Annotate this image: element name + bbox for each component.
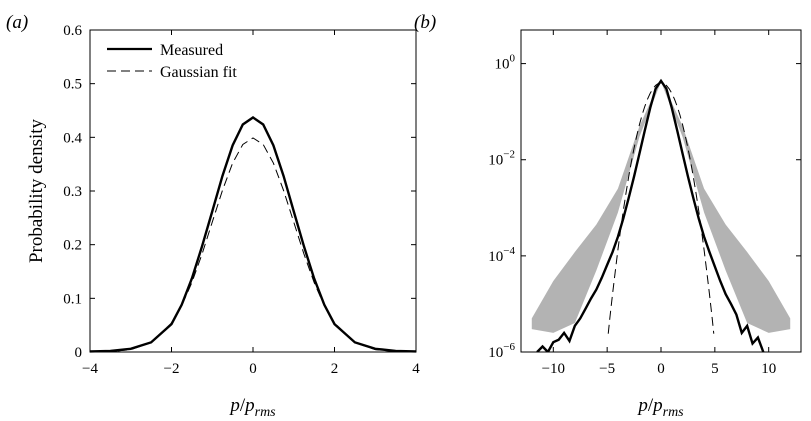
panel-a-xtick-label: 0: [249, 361, 257, 377]
panel-b-ytick-label: 10−6: [488, 341, 515, 361]
panel-a-ytick-label: 0.1: [63, 291, 82, 307]
panel-a-ytick-label: 0.4: [63, 130, 82, 146]
panel-b-xtick-label: 5: [711, 361, 719, 377]
panel-b: (b) −10 −5 0 5 10 10−6 10−4 10−2 100 p/prms: [414, 12, 802, 420]
panel-a-ytick-label: 0.5: [63, 77, 82, 93]
panel-a-ytick-label: 0.6: [63, 23, 82, 39]
panel-b-series-measured-line: [536, 78, 765, 352]
panel-b-ticks: −10 −5 0 5 10 10−6 10−4 10−2 100: [488, 30, 801, 377]
panel-a-ylabel: Probability density: [26, 118, 47, 263]
panel-a-plot-area: [89, 116, 417, 353]
panel-b-xtick-label: 10: [761, 361, 776, 377]
legend: Measured Gaussian fit: [107, 42, 237, 81]
panel-a: (a) −4 −2 0 2 4 0 0.1 0.2 0.3 0.4 0.5 0.6 Probabili…: [6, 12, 420, 420]
panel-a-xtick-label: 2: [331, 361, 339, 377]
panel-a-ytick-label: 0.2: [63, 238, 82, 254]
panel-a-label: (a): [6, 12, 28, 33]
panel-b-ytick-label: 100: [495, 53, 516, 73]
panel-b-xlabel: p/prms: [636, 395, 684, 420]
panel-a-ticks: −4 −2 0 2 4 0 0.1 0.2 0.3 0.4 0.5 0.6: [63, 23, 420, 377]
panel-b-plot-area: [531, 78, 791, 352]
panel-a-axes-frame: [89, 29, 417, 353]
panel-a-xtick-label: −2: [164, 361, 180, 377]
panel-a-ytick-label: 0: [75, 345, 83, 361]
panel-a-xlabel: p/prms: [228, 395, 276, 420]
panel-a-series-gaussian-fit-line: [89, 137, 417, 353]
panel-a-ytick-label: 0.3: [63, 184, 82, 200]
panel-b-label: (b): [414, 12, 436, 33]
panel-b-xtick-label: 0: [657, 361, 665, 377]
panel-b-shaded-band: [531, 78, 791, 333]
panel-b-xtick-label: −10: [542, 361, 565, 377]
panel-b-series-gaussian-fit-line: [607, 82, 715, 334]
panel-b-ytick-label: 10−4: [488, 245, 515, 265]
legend-gaussian-label: Gaussian fit: [160, 64, 237, 81]
panel-a-xtick-label: −4: [82, 361, 98, 377]
panel-b-ytick-label: 10−2: [488, 149, 515, 169]
panel-b-xtick-label: −5: [599, 361, 615, 377]
panel-a-series-measured-line: [89, 116, 417, 353]
panel-a-xtick-label: 4: [412, 361, 420, 377]
legend-measured-label: Measured: [160, 42, 223, 59]
